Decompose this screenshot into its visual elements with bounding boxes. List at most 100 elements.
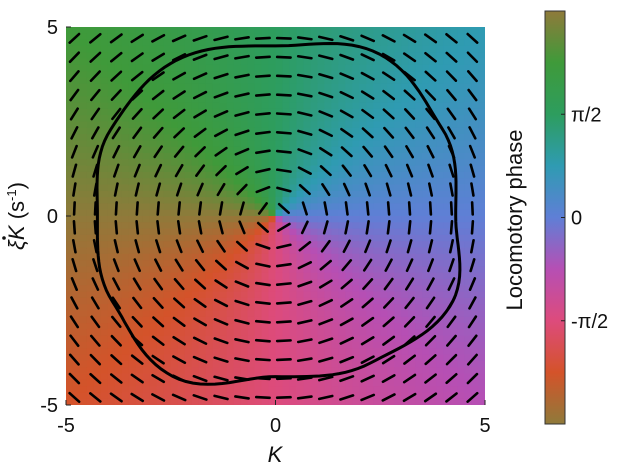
heatmap-cell [296,140,305,148]
heatmap-cell [436,241,444,249]
heatmap-cell [121,71,130,78]
heatmap-cell [478,115,485,123]
heatmap-cell [219,96,228,104]
field-arrow [69,107,79,121]
heatmap-cell [387,222,395,230]
heatmap-cell [163,222,172,230]
heatmap-cell [366,247,374,255]
heatmap-cell [142,52,151,60]
heatmap-cell [114,234,123,242]
heatmap-cell [247,329,256,337]
heatmap-cell [149,266,158,274]
heatmap-cell [93,329,102,337]
heatmap-cell [198,171,207,179]
heatmap-cell [66,203,74,211]
heatmap-cell [478,27,485,34]
heatmap-cell [296,348,305,356]
heatmap-cell [149,228,158,236]
heatmap-cell [352,323,360,330]
heatmap-cell [373,373,381,381]
heatmap-cell [373,39,381,47]
heatmap-cell [436,96,444,104]
heatmap-cell [163,27,172,34]
field-arrow [131,315,143,328]
heatmap-cell [156,234,165,242]
heatmap-cell [289,291,298,299]
heatmap-cell [121,171,130,179]
heatmap-cell [345,102,353,110]
field-arrow [154,258,163,272]
heatmap-cell [212,241,221,249]
field-arrow [173,297,186,309]
heatmap-cell [331,260,339,267]
heatmap-cell [401,58,409,66]
field-arrow [318,318,334,326]
x-tick-label: 0 [270,415,281,437]
heatmap-cell [72,27,81,34]
heatmap-cell [345,115,353,123]
heatmap-cell [415,209,423,217]
heatmap-cell [135,153,144,160]
heatmap-cell [275,354,284,362]
heatmap-cell [170,159,179,167]
heatmap-cell [317,153,325,160]
heatmap-cell [100,373,109,381]
heatmap-cell [170,266,179,274]
heatmap-cell [310,96,318,104]
heatmap-cell [268,216,277,223]
field-arrow [341,259,353,272]
heatmap-cell [128,71,137,78]
heatmap-cell [191,304,200,312]
heatmap-cell [163,71,172,78]
heatmap-cell [149,279,158,286]
heatmap-cell [163,33,172,41]
heatmap-cell [317,178,325,186]
heatmap-cell [303,329,312,337]
heatmap-cell [268,190,277,198]
heatmap-cell [324,96,332,104]
heatmap-cell [219,316,228,324]
heatmap-cell [170,90,179,97]
heatmap-cell [464,297,472,305]
heatmap-cell [282,165,291,173]
heatmap-cell [282,297,291,305]
field-arrow [254,319,271,324]
heatmap-cell [408,39,416,47]
heatmap-cell [142,190,151,198]
heatmap-cell [345,108,353,116]
field-arrow [68,391,81,404]
heatmap-cell [261,360,270,368]
heatmap-cell [86,329,95,337]
heatmap-cell [163,266,172,274]
heatmap-cell [380,159,388,167]
heatmap-cell [247,146,256,154]
heatmap-cell [457,171,465,179]
heatmap-cell [331,178,339,186]
heatmap-cell [205,247,214,255]
heatmap-cell [324,71,332,78]
heatmap-cell [66,159,74,167]
heatmap-cell [380,253,388,261]
heatmap-cell [66,115,74,123]
heatmap-cell [282,96,291,104]
heatmap-cell [345,342,353,349]
heatmap-cell [212,115,221,123]
field-arrow [425,107,436,121]
heatmap-cell [478,153,485,160]
heatmap-cell [198,316,207,324]
heatmap-cell [163,127,172,135]
field-arrow [275,93,292,97]
heatmap-cell [436,58,444,66]
heatmap-cell [289,165,298,173]
heatmap-cell [219,134,228,141]
heatmap-cell [219,83,228,91]
heatmap-cell [289,140,298,148]
heatmap-cell [457,367,465,375]
heatmap-cell [415,297,423,305]
field-arrow [173,277,185,291]
heatmap-cell [163,96,172,104]
field-arrow [427,239,434,254]
field-arrow [175,239,183,254]
heatmap-cell [247,90,256,97]
heatmap-cell [359,146,367,154]
